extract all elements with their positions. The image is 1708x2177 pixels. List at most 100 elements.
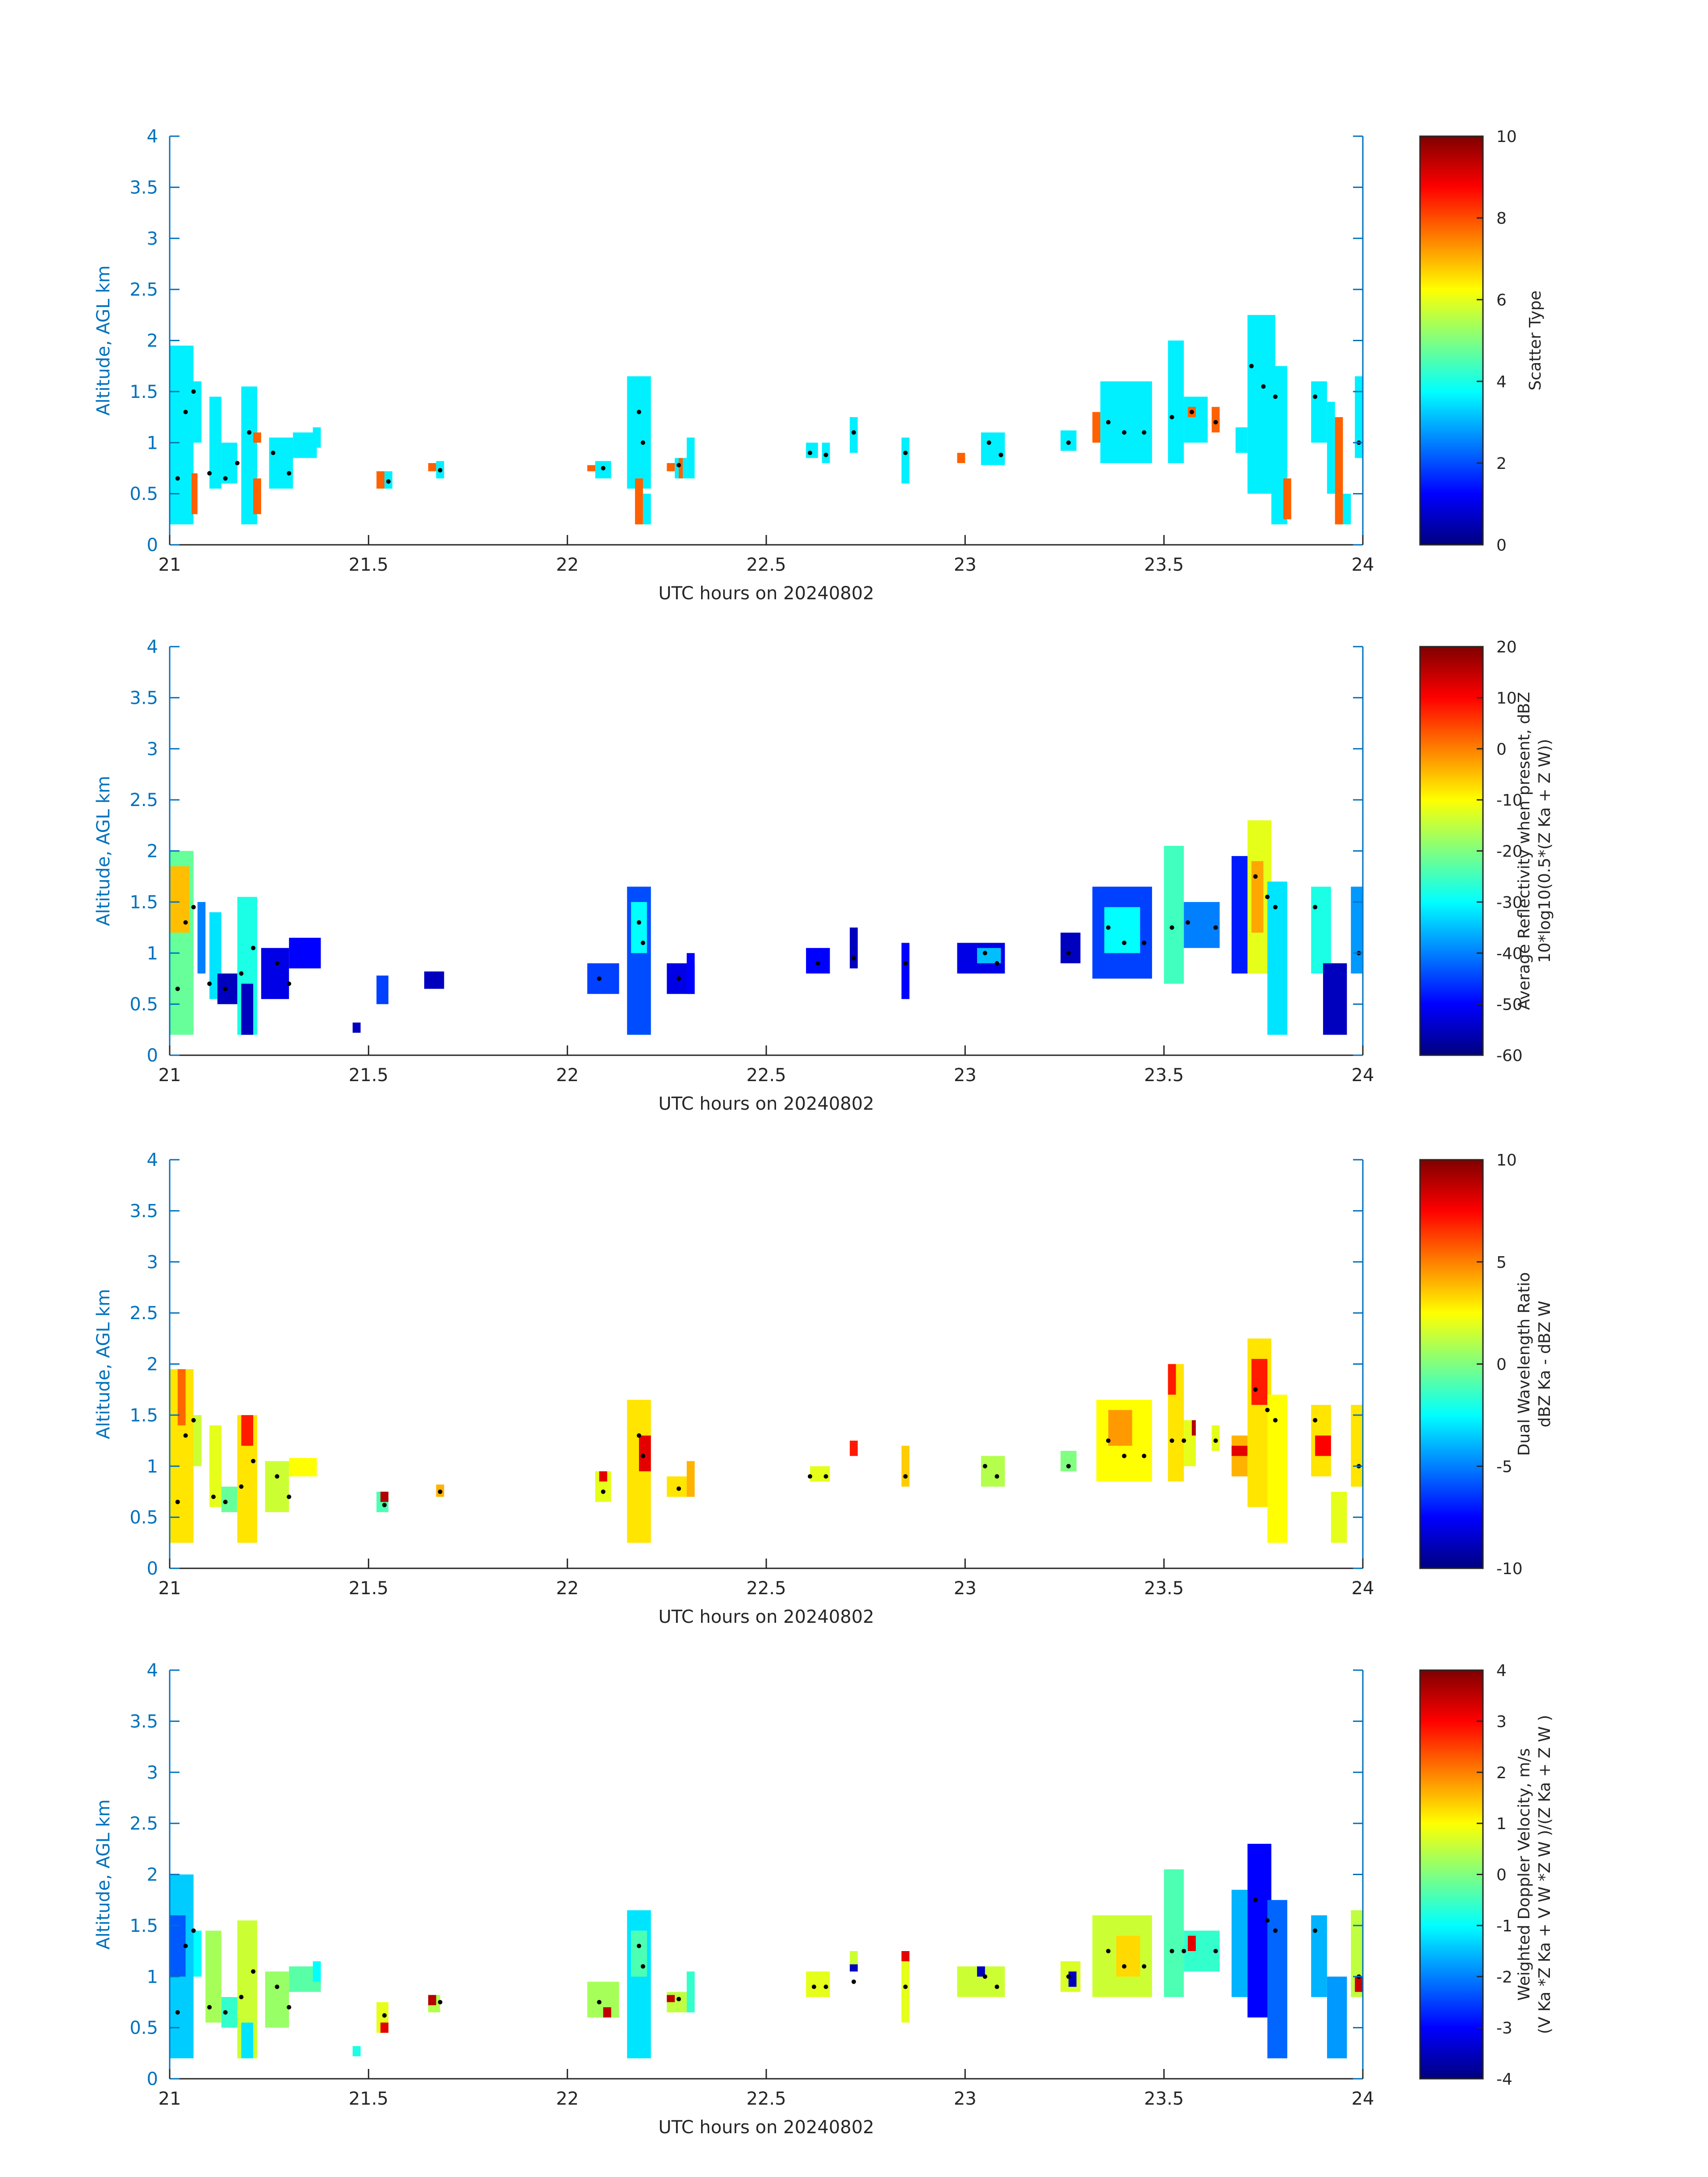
marker-dot (815, 961, 820, 966)
x-tick-label: 23.5 (1144, 2089, 1184, 2109)
heatmap-cell (1267, 1900, 1287, 2059)
colorbar-tick-label: 0 (1496, 1866, 1507, 1885)
heatmap-cell (265, 1971, 289, 2028)
x-tick-label: 23 (954, 555, 977, 575)
heatmap-cell (806, 948, 830, 974)
marker-dot (1213, 925, 1218, 930)
marker-dot (239, 1995, 244, 1999)
marker-dots (175, 1897, 1361, 2018)
heatmap-cell (1192, 1420, 1196, 1436)
marker-dot (640, 440, 645, 445)
heatmap-cell (1164, 846, 1184, 984)
marker-dot (636, 1943, 641, 1948)
marker-dot (903, 1474, 908, 1479)
heatmap-cell (981, 1456, 1005, 1487)
marker-dot (811, 1985, 816, 1989)
y-tick-label: 0 (147, 535, 158, 556)
marker-dot (1142, 1964, 1147, 1969)
colorbar-tick-label: 8 (1496, 209, 1507, 228)
x-tick-label: 24 (1352, 1578, 1374, 1599)
heatmap-cell (221, 1487, 238, 1513)
heatmap-cell (1184, 397, 1208, 443)
marker-dot (382, 2013, 387, 2018)
x-tick-label: 21.5 (349, 1578, 388, 1599)
heatmap-cell (241, 983, 254, 1035)
x-tick-label: 22.5 (746, 1065, 786, 1086)
heatmap-cell (1283, 478, 1291, 519)
colorbar-tick-label: -4 (1496, 2070, 1512, 2089)
heatmap-cell (901, 1446, 910, 1487)
marker-dot (1106, 1949, 1111, 1954)
marker-dot (1186, 920, 1190, 925)
heatmap-cell (1267, 1395, 1287, 1543)
heatmap-cell (241, 2022, 254, 2059)
marker-dot (640, 1964, 645, 1969)
marker-dot (251, 1458, 256, 1463)
y-tick-label: 0.5 (129, 994, 158, 1015)
marker-dot (183, 1433, 188, 1438)
colorbar-label: dBZ Ka - dBZ W (1536, 1301, 1554, 1428)
heatmap-cell (627, 376, 651, 489)
colorbar-label: Weighted Doppler Velocity, m/s (1515, 1748, 1533, 2001)
colorbar-tick-label: -40 (1496, 944, 1523, 963)
colorbar-label: Dual Wavelength Ratio (1515, 1272, 1533, 1456)
heatmap-cell (193, 381, 202, 443)
heatmap-cell (1335, 417, 1343, 525)
heatmap-cell (313, 427, 321, 448)
x-tick-label: 24 (1352, 1065, 1374, 1086)
heatmap-cell (1068, 1971, 1077, 1987)
y-tick-label: 1 (147, 943, 158, 964)
x-tick-label: 23 (954, 1065, 977, 1086)
marker-dot (903, 451, 908, 455)
marker-dot (807, 1474, 812, 1479)
marker-dot (438, 2000, 443, 2005)
y-tick-label: 2 (147, 841, 158, 862)
marker-dot (1313, 1418, 1318, 1423)
heatmap-cell (209, 1425, 221, 1507)
heatmap-cell (1315, 1435, 1331, 1456)
colorbar (1419, 135, 1484, 546)
marker-dot (1106, 420, 1111, 425)
marker-dot (1169, 925, 1174, 930)
y-tick-label: 4 (147, 126, 158, 147)
x-tick-label: 21 (159, 1578, 181, 1599)
marker-dot (438, 468, 443, 473)
marker-dot (903, 961, 908, 966)
marker-dot (601, 1489, 606, 1494)
heatmap-cell (1168, 1364, 1176, 1395)
colorbar-tick-label: -50 (1496, 996, 1523, 1014)
heatmap-cell (981, 432, 1005, 465)
x-tick-label: 22 (556, 2089, 579, 2109)
heatmap-cell (1164, 1869, 1184, 1997)
marker-dot (275, 1474, 280, 1479)
colorbar (1419, 1159, 1484, 1569)
x-tick-label: 22 (556, 1065, 579, 1086)
marker-dot (191, 389, 196, 394)
y-tick-label: 2.5 (129, 790, 158, 811)
marker-dot (807, 451, 812, 455)
marker-dot (851, 1979, 856, 1984)
marker-dot (386, 479, 391, 484)
colorbar-tick-label: 3 (1496, 1713, 1507, 1731)
marker-dot (1273, 1928, 1278, 1933)
heatmap-cell (376, 975, 388, 1004)
x-tick-label: 21 (159, 1065, 181, 1086)
colorbar-tick-label: -2 (1496, 1968, 1512, 1986)
marker-dot (1106, 1438, 1111, 1443)
heatmap-cell (587, 465, 596, 472)
x-tick-label: 21 (159, 2089, 181, 2109)
marker-dot (903, 1985, 908, 1989)
marker-dot (1273, 1418, 1278, 1423)
marker-dot (1182, 1438, 1186, 1443)
heatmap-cell (1211, 1425, 1220, 1451)
y-axis-label: Altitude, AGL km (93, 1289, 114, 1439)
heatmap-cell (667, 1476, 687, 1497)
marker-dot (986, 440, 991, 445)
marker-dot (382, 1503, 387, 1508)
x-tick-label: 21.5 (349, 2089, 388, 2109)
marker-dot (823, 1474, 828, 1479)
heatmap-cell (1343, 493, 1351, 525)
heatmap-cell (1327, 1976, 1347, 2059)
